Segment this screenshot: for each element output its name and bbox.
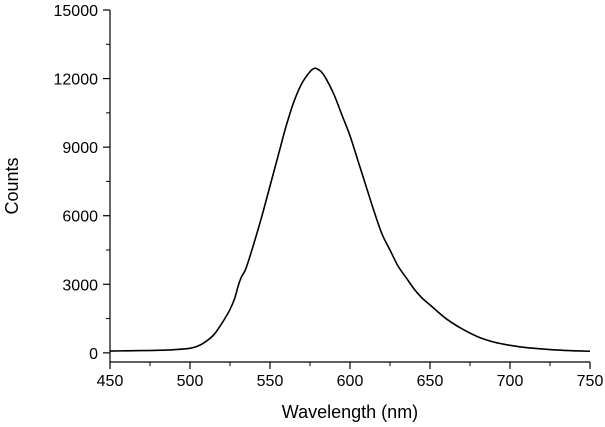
y-tick-label: 6000 <box>62 209 98 226</box>
x-tick-label: 750 <box>577 373 604 390</box>
y-tick-label: 15000 <box>54 3 99 20</box>
y-tick-label: 0 <box>89 346 98 363</box>
y-axis-title: Counts <box>2 157 22 214</box>
x-tick-label: 500 <box>177 373 204 390</box>
x-tick-label: 550 <box>257 373 284 390</box>
x-tick-label: 600 <box>337 373 364 390</box>
y-tick-label: 3000 <box>62 277 98 294</box>
y-tick-label: 9000 <box>62 140 98 157</box>
ticks <box>103 9 591 369</box>
x-tick-label: 450 <box>97 373 124 390</box>
series-line <box>109 67 591 353</box>
x-axis-title: Wavelength (nm) <box>282 402 418 422</box>
x-tick-label: 650 <box>417 373 444 390</box>
tick-labels: 450 500 550 600 650 700 750 0 3000 6000 9000 12000 1… <box>54 3 604 390</box>
axes <box>109 10 590 363</box>
x-tick-label: 700 <box>497 373 524 390</box>
y-tick-label: 12000 <box>54 72 99 89</box>
